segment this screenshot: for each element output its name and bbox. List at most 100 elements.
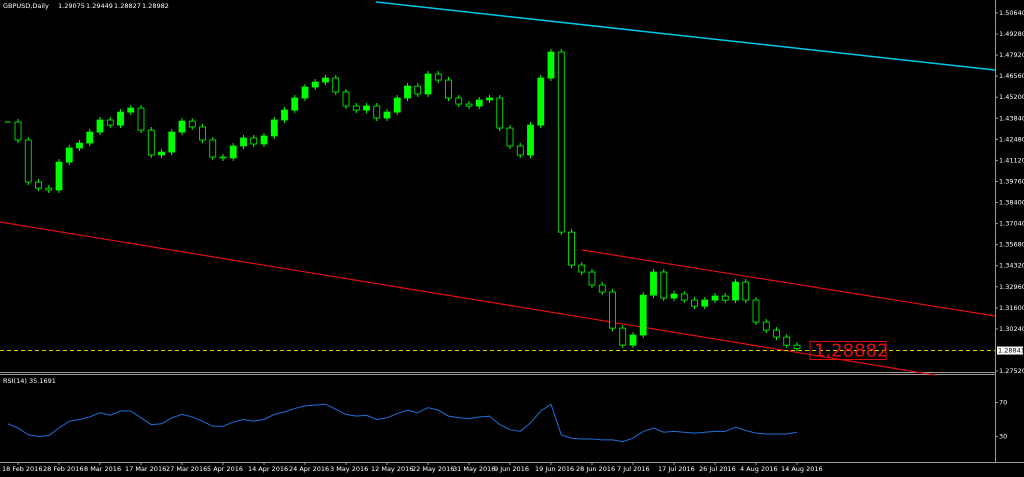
candle [527,124,534,156]
y-tick-label: 1.43840 [999,114,1024,122]
candle [178,120,186,133]
x-tick-label: 27 Mar 2016 [166,465,207,473]
y-tick-label: 1.49280 [999,30,1024,38]
candle [76,142,83,149]
candle [670,293,678,299]
candle [742,281,750,301]
candle [219,156,227,159]
candle [106,119,114,126]
header-open: 1.29075 [58,2,85,10]
candle [721,295,729,301]
x-tick-label: 28 Feb 2016 [43,465,83,473]
x-tick-label: 14 Aug 2016 [781,465,823,473]
candle [322,77,329,83]
candle [588,271,596,286]
x-tick-label: 22 May 2016 [412,465,454,473]
candle [465,103,473,107]
y-tick-label: 1.42480 [999,135,1024,143]
candle [229,145,237,159]
trendline-cyan [375,1,996,71]
rsi-tick-label: 70 [999,399,1007,407]
candle [455,97,463,105]
y-tick-label: 1.45200 [999,93,1024,101]
rsi-tick-label: 30 [999,433,1007,441]
current-price-label: 1.28841 [998,347,1024,355]
candle [660,271,668,299]
candle [578,264,586,273]
candle [24,139,32,183]
candle [168,131,176,153]
x-tick-label: 5 Apr 2016 [207,465,243,473]
y-tick-label: 1.46560 [999,72,1024,80]
y-tick-label: 1.38400 [999,199,1024,207]
candle [199,126,206,141]
candle [516,145,524,156]
x-tick-label: 7 Jul 2016 [617,465,650,473]
y-tick-label: 1.31600 [999,304,1024,312]
x-tick-label: 9 Jun 2016 [494,465,529,473]
candle [496,97,504,129]
candle [629,334,637,346]
x-tick-label: 12 May 2016 [371,465,413,473]
header-close: 1.28982 [142,2,169,10]
candle [404,85,411,99]
candle [96,119,104,133]
candle [342,91,350,107]
candle [281,109,288,121]
candle [311,81,319,88]
x-tick-label: 18 Feb 2016 [2,465,42,473]
symbol-title: GBPUSD,Daily [3,2,49,10]
x-tick-label: 14 Apr 2016 [248,465,288,473]
candle [117,111,124,126]
x-tick-label: 28 Jun 2016 [576,465,615,473]
candle [650,271,657,296]
x-tick-label: 24 Apr 2016 [289,465,329,473]
candle [188,120,196,128]
y-tick-label: 1.37040 [999,220,1024,228]
x-tick-label: 8 Mar 2016 [84,465,121,473]
candle [147,129,155,156]
candle [383,111,391,119]
candle [301,86,309,99]
annotation-box [809,341,887,361]
candle [137,107,145,131]
candle [445,79,452,99]
candle [609,291,616,329]
candle [332,77,340,93]
candle [547,51,555,79]
x-tick-label: 17 Jul 2016 [658,465,695,473]
candle [45,187,53,191]
candle [793,344,801,349]
candle [65,147,73,163]
candle [373,105,381,119]
header-low: 1.28827 [114,2,141,10]
y-tick-label: 1.30240 [999,325,1024,333]
candle [752,299,760,323]
y-tick-label: 1.27520 [999,367,1024,375]
x-tick-label: 3 May 2016 [330,465,368,473]
candle [783,336,791,346]
candle [762,321,770,331]
candle [475,99,483,107]
candle [14,121,22,141]
y-tick-label: 1.32960 [999,283,1024,291]
candle [701,299,709,307]
y-tick-label: 1.50640 [999,9,1024,17]
candle [158,151,165,156]
candle [557,51,565,233]
candle [434,73,442,81]
x-tick-label: 4 Aug 2016 [740,465,778,473]
x-tick-label: 26 Jul 2016 [699,465,736,473]
candle [291,97,299,111]
x-tick-label: 31 May 2016 [453,465,495,473]
rsi-title: RSI(14) [3,377,27,385]
candle [209,139,217,158]
candle [414,85,422,95]
candle [127,107,135,113]
candle [55,161,63,191]
candle [260,135,268,145]
candle [680,293,688,301]
candle [35,181,42,189]
y-tick-label: 1.35680 [999,241,1024,249]
